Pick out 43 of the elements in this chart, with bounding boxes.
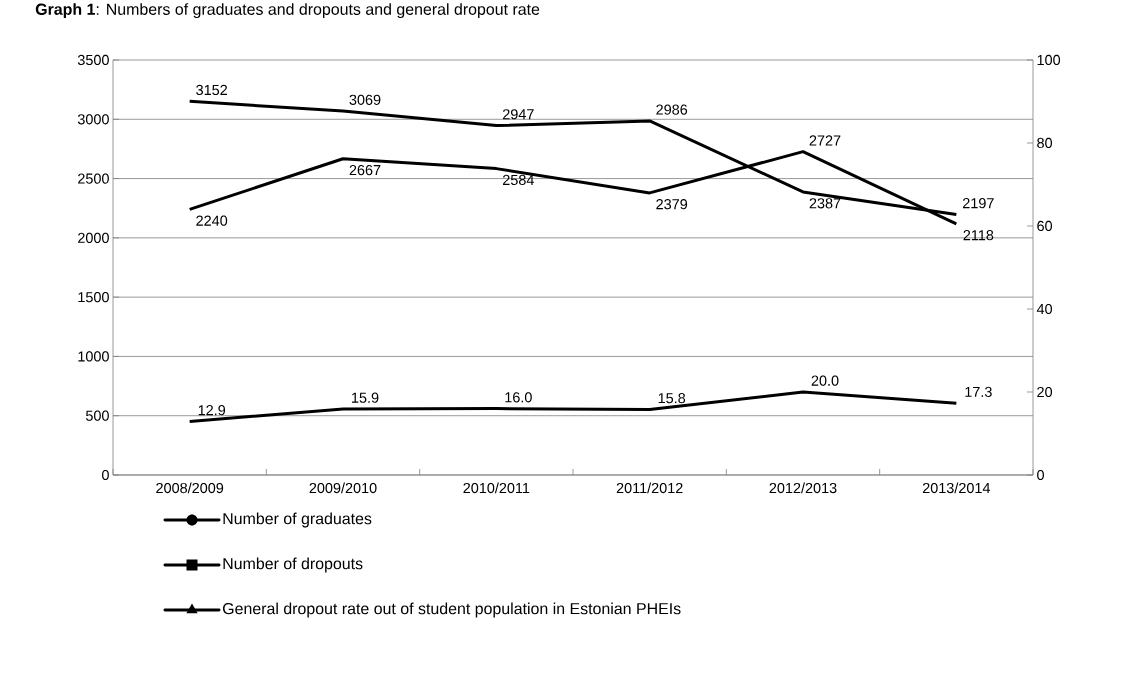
y-tick-label: 3000 [77, 114, 109, 125]
y2-tick-label: 80 [1037, 137, 1053, 149]
data-label: 3152 [196, 84, 228, 96]
y2-tick-label: 0 [1037, 469, 1044, 481]
data-label: 2986 [656, 104, 688, 115]
data-label: 16.0 [505, 392, 532, 403]
data-label: 2667 [349, 164, 381, 176]
y-tick-label: 3500 [77, 54, 109, 66]
legend-label: Number of graduates [223, 512, 372, 528]
x-tick-label: 2011/2012 [616, 482, 683, 494]
data-label: 2387 [809, 198, 841, 209]
y-tick-label: 1000 [78, 351, 109, 362]
x-tick-label: 2010/2011 [463, 482, 530, 494]
y-tick-label: 2000 [78, 232, 109, 243]
data-label: 2727 [809, 135, 841, 146]
data-label: 15.8 [658, 393, 686, 404]
x-tick-label: 2008/2009 [156, 482, 224, 494]
data-label: 17.3 [965, 386, 992, 398]
line-series [188, 390, 958, 423]
y-tick-label: 0 [102, 469, 109, 481]
data-label: 2584 [503, 174, 534, 186]
data-label: 3069 [349, 94, 381, 105]
legend-label: Number of dropouts [223, 557, 363, 573]
y-tick-label: 2500 [78, 173, 109, 184]
y2-tick-label: 60 [1037, 220, 1053, 232]
y2-tick-label: 100 [1037, 54, 1061, 66]
data-label: 12.9 [198, 405, 226, 416]
chart-title: Graph 1: Numbers of graduates and dropouts and general dropout rate [35, 3, 540, 19]
legend-label: General dropout rate out of student population in Estonian PHEIs [223, 602, 681, 618]
data-label: 15.9 [352, 392, 379, 403]
data-label: 2379 [656, 199, 688, 210]
x-tick-label: 2009/2010 [309, 482, 377, 494]
data-label: 2118 [963, 230, 994, 241]
data-label: 2947 [503, 109, 534, 120]
y-tick-label: 500 [85, 410, 109, 421]
x-tick-label: 2013/2014 [922, 482, 991, 494]
y-tick-label: 1500 [78, 292, 109, 303]
data-label: 20.0 [811, 375, 839, 386]
data-label: 2240 [196, 215, 228, 226]
y2-tick-label: 40 [1036, 303, 1053, 315]
x-tick-label: 2012/2013 [769, 482, 837, 494]
y2-tick-label: 20 [1037, 386, 1053, 398]
data-label: 2197 [963, 198, 994, 209]
